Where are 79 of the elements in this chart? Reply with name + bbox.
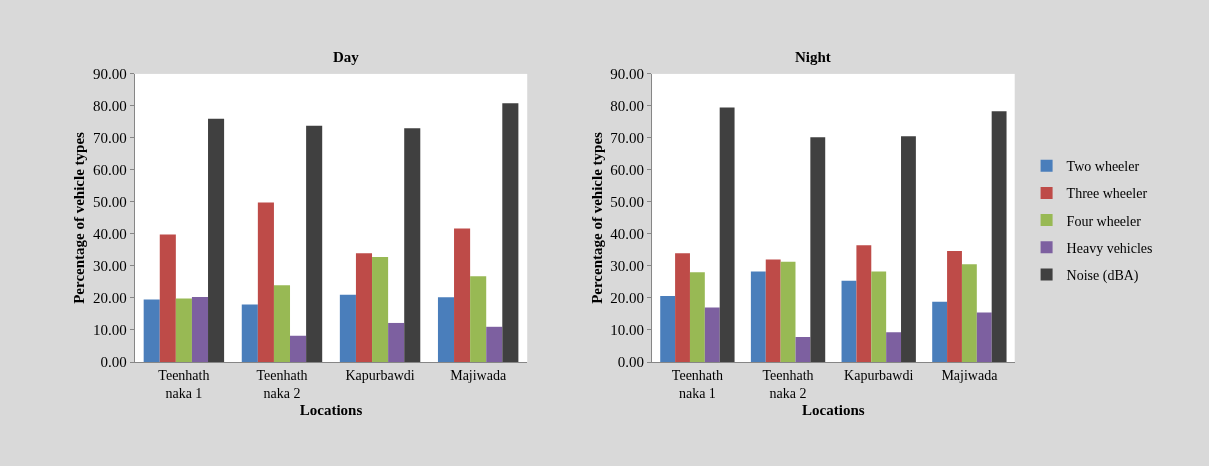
- chart-title: Day: [333, 49, 360, 65]
- legend-label: Heavy vehicles: [1066, 240, 1153, 256]
- bar: [675, 253, 690, 362]
- y-tick-label: 10.00: [610, 322, 645, 339]
- bar: [339, 294, 356, 362]
- bar: [856, 245, 872, 362]
- legend-label: Four wheeler: [1066, 213, 1142, 229]
- bar: [175, 298, 192, 362]
- bar: [273, 285, 291, 362]
- y-tick-label: 70.00: [610, 130, 645, 147]
- x-axis-title: Locations: [299, 402, 363, 418]
- x-axis-title: Locations: [802, 402, 865, 418]
- x-tick-label: Kapurbawdi: [844, 367, 914, 383]
- x-tick-label: Kapurbawdi: [345, 367, 415, 383]
- y-tick-label: 60.00: [93, 162, 127, 179]
- bar: [961, 264, 977, 362]
- y-tick-label: 30.00: [610, 258, 645, 275]
- bar: [750, 271, 766, 362]
- bar: [689, 272, 705, 362]
- y-tick-label: 0.00: [100, 354, 127, 371]
- bar: [208, 118, 225, 362]
- bar: [502, 103, 519, 362]
- bar: [388, 322, 405, 362]
- bar: [290, 335, 307, 362]
- y-tick-label: 20.00: [610, 290, 645, 307]
- y-tick-label: 50.00: [93, 194, 127, 211]
- bar: [810, 137, 826, 362]
- bar: [780, 261, 796, 362]
- bar: [719, 107, 735, 362]
- y-tick-label: 70.00: [93, 130, 127, 147]
- y-tick-label: 30.00: [93, 258, 127, 275]
- bar: [191, 297, 209, 362]
- y-tick-label: 20.00: [93, 290, 127, 307]
- bar: [795, 337, 811, 362]
- bar: [704, 307, 720, 362]
- bar: [404, 128, 421, 362]
- bar: [991, 111, 1007, 362]
- bar: [355, 253, 373, 362]
- y-tick-label: 80.00: [93, 98, 127, 115]
- bar: [241, 304, 258, 362]
- bar: [372, 257, 389, 362]
- y-axis-title: Percentage of vehicle types: [588, 131, 605, 304]
- y-axis-title: Percentage of vehicle types: [71, 131, 88, 304]
- bar: [159, 234, 176, 362]
- x-tick-label: Teenhath naka 2: [762, 367, 814, 401]
- bar: [901, 136, 916, 362]
- y-tick-label: 10.00: [93, 322, 127, 339]
- x-tick-label: Teenhath naka 2: [256, 367, 308, 401]
- bar: [306, 125, 323, 362]
- bar: [660, 296, 676, 362]
- bar: [454, 228, 471, 362]
- y-tick-label: 60.00: [610, 162, 645, 179]
- y-tick-label: 0.00: [617, 354, 645, 371]
- bar: [143, 299, 160, 362]
- legend-label: Three wheeler: [1066, 186, 1148, 202]
- bar: [437, 297, 455, 362]
- x-tick-label: Teenhath naka 1: [158, 367, 210, 401]
- y-tick-label: 90.00: [610, 66, 645, 83]
- x-tick-label: Teenhath naka 1: [671, 367, 723, 401]
- bar: [976, 312, 992, 362]
- bar: [947, 250, 962, 362]
- y-tick-label: 80.00: [610, 98, 645, 115]
- bar: [841, 280, 857, 362]
- y-tick-label: 50.00: [610, 194, 645, 211]
- bar: [470, 276, 487, 362]
- bar: [871, 271, 887, 362]
- y-tick-label: 90.00: [93, 66, 127, 83]
- bar: [886, 332, 902, 362]
- y-tick-label: 40.00: [93, 226, 127, 243]
- x-tick-label: Majiwada: [450, 367, 507, 383]
- bar: [932, 301, 948, 362]
- legend-label: Noise (dBA): [1066, 267, 1139, 284]
- bar: [257, 202, 274, 362]
- y-tick-label: 40.00: [610, 226, 645, 243]
- legend-label: Two wheeler: [1066, 159, 1140, 175]
- x-tick-label: Majiwada: [941, 367, 999, 383]
- bar: [765, 259, 781, 362]
- bar: [486, 326, 503, 362]
- chart-title: Night: [795, 49, 831, 65]
